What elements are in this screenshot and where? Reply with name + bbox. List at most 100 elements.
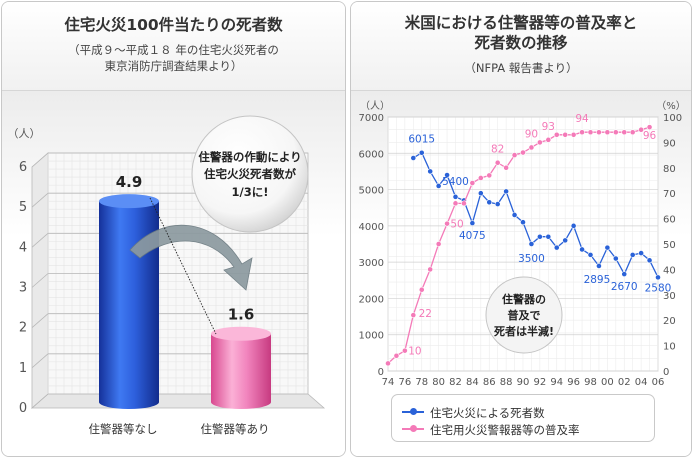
x-tick-label: 94 [550, 377, 563, 388]
left-y-tick-label: 5000 [359, 186, 384, 197]
right-y-tick-label: 70 [663, 189, 676, 200]
data-point [410, 155, 417, 161]
data-point [596, 129, 602, 136]
data-point [604, 244, 611, 251]
x-tick-label: 78 [415, 377, 428, 388]
y-tick-label: 6 [19, 160, 27, 175]
adoption-data-label: 22 [419, 308, 432, 320]
line-chart: 0100020003000400050006000700001020304050… [359, 100, 686, 388]
data-point [452, 193, 459, 200]
y-tick-label: 0 [19, 401, 27, 416]
deaths-data-label: 5400 [442, 176, 469, 188]
left-chart-panel: 住宅火災100件当たりの死者数 （平成９〜平成１８ 年の住宅火災死者の 東京消防… [1, 1, 346, 457]
adoption-data-label: 94 [575, 113, 589, 125]
data-point [461, 200, 467, 207]
bar-chart: 0 1 2 3 4 5 6 （人） 4.9 住警器等なし 1.6 住警器等あり 住警器の作動により … [8, 115, 326, 436]
data-point [655, 274, 661, 281]
data-point [536, 233, 543, 240]
left-y-axis-unit: （人） [360, 100, 390, 112]
right-y-tick-label: 30 [663, 291, 676, 302]
data-point [385, 360, 391, 367]
data-point [646, 124, 653, 131]
data-point [469, 220, 476, 227]
data-point [477, 175, 484, 181]
x-tick-label: 76 [399, 377, 412, 388]
x-tick-label: 74 [382, 377, 395, 388]
chart-legend: 住宅火災による死者数 住宅用火災警報器等の普及率 [391, 394, 655, 442]
data-point [638, 250, 645, 256]
bar-body [99, 201, 159, 409]
x-tick-label: 04 [635, 377, 648, 388]
deaths-series-line [412, 151, 659, 278]
right-y-tick-label: 0 [663, 367, 669, 378]
data-point [444, 172, 450, 178]
bar-body [211, 333, 271, 409]
data-point [427, 266, 434, 273]
right-y-axis-unit: （%） [656, 100, 686, 112]
data-point [587, 129, 594, 136]
x-tick-label: 90 [517, 377, 530, 388]
bar-value-label: 1.6 [228, 306, 255, 324]
data-point [545, 136, 552, 143]
x-tick-label: 80 [432, 377, 445, 388]
legend-label-deaths: 住宅火災による死者数 [430, 406, 545, 420]
x-tick-label: 06 [652, 377, 665, 388]
legend-marker-pink [410, 425, 417, 432]
left-chart-subtitle-line2: 東京消防庁調査結果より） [104, 59, 243, 73]
right-y-tick-label: 20 [663, 316, 676, 327]
data-point [520, 219, 526, 226]
bar-1 [99, 194, 159, 409]
left-y-tick-label: 2000 [359, 294, 384, 305]
right-y-tick-label: 90 [663, 138, 676, 149]
right-callout-bubble: 住警器の 普及で 死者は半減! [485, 276, 563, 354]
data-point [494, 201, 501, 207]
right-y-tick-label: 40 [663, 265, 676, 276]
right-callout-line3: 死者は半減! [494, 324, 554, 338]
data-point [444, 220, 450, 227]
data-point [427, 168, 434, 175]
x-tick-label: 96 [567, 377, 580, 388]
right-y-tick-label: 60 [663, 215, 676, 226]
data-point [545, 233, 552, 240]
left-y-tick-label: 6000 [359, 149, 384, 160]
right-y-tick-label: 50 [663, 240, 676, 251]
adoption-data-label: 96 [643, 130, 657, 142]
data-point [435, 241, 442, 247]
y-tick-label: 4 [19, 240, 27, 255]
data-point [612, 255, 619, 262]
data-point [520, 149, 526, 156]
data-point [418, 286, 425, 293]
category-label: 住警器等あり [201, 422, 270, 436]
legend-label-adoption: 住宅用火災警報器等の普及率 [430, 423, 580, 437]
right-chart-panel: 米国における住警器等の普及率と 死者数の推移 （NFPA 報告書より） 0 100… [350, 1, 692, 457]
data-point [621, 129, 628, 136]
data-point [596, 263, 602, 269]
adoption-data-label: 50 [450, 219, 463, 231]
deaths-series [410, 149, 661, 281]
deaths-data-label: 3500 [518, 253, 545, 265]
left-callout-line2: 住宅火災死者数が [204, 167, 296, 181]
x-tick-label: 98 [584, 377, 597, 388]
bar-value-label: 4.9 [116, 173, 143, 191]
x-tick-label: 88 [500, 377, 513, 388]
adoption-data-label: 82 [491, 144, 504, 156]
data-point [528, 241, 535, 247]
data-point [410, 312, 417, 319]
data-point [604, 129, 611, 136]
left-panel-header: 住宅火災100件当たりの死者数 （平成９〜平成１８ 年の住宅火災死者の 東京消防… [2, 2, 345, 91]
right-panel-header: 米国における住警器等の普及率と 死者数の推移 （NFPA 報告書より） [351, 2, 691, 91]
left-callout-line3: 1/3に! [232, 185, 269, 199]
bar-cap [211, 326, 271, 341]
data-point [486, 199, 493, 206]
data-point [393, 352, 400, 359]
data-point [570, 222, 577, 229]
data-point [579, 246, 585, 253]
data-point [570, 131, 577, 138]
data-point [629, 129, 636, 136]
data-point [612, 129, 619, 136]
left-y-tick-label: 3000 [359, 258, 384, 269]
data-point [646, 257, 653, 264]
data-point [587, 251, 594, 258]
data-point [503, 164, 510, 171]
chart-floor [30, 393, 326, 409]
